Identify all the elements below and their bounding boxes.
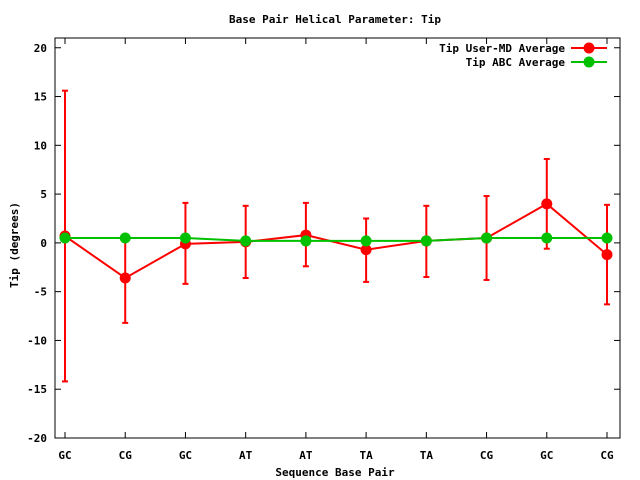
data-point-abc [119, 232, 131, 244]
legend-label: Tip ABC Average [466, 56, 566, 69]
series-layer [59, 89, 613, 383]
y-tick-label: 20 [34, 42, 47, 55]
y-tick-label: -15 [27, 383, 47, 396]
data-point-abc [541, 232, 553, 244]
y-tick-label: -20 [27, 432, 47, 445]
y-tick-label: -10 [27, 334, 47, 347]
data-point-user-md [601, 249, 613, 261]
y-tick-label: -5 [34, 286, 47, 299]
data-point-abc [240, 235, 252, 247]
x-tick-label: CG [119, 449, 133, 462]
y-tick-label: 0 [40, 237, 47, 250]
series-line-user-md [64, 202, 608, 280]
x-axis-label: Sequence Base Pair [275, 466, 395, 479]
y-axis-label: Tip (degrees) [8, 202, 21, 288]
y-axis: -20 -15 -10 -5 0 5 10 15 20 [27, 42, 620, 445]
x-tick-label: GC [179, 449, 192, 462]
data-point-abc [300, 235, 312, 247]
plot-frame [54, 37, 621, 439]
x-tick-label: AT [239, 449, 253, 462]
legend-marker [583, 42, 595, 54]
x-tick-label: GC [58, 449, 71, 462]
data-point-abc [59, 232, 71, 244]
x-tick-label: TA [359, 449, 373, 462]
data-point-abc [481, 232, 493, 244]
data-point-abc [360, 235, 372, 247]
x-axis: GC CG GC AT AT TA TA CG GC CG [58, 38, 614, 462]
y-tick-label: 5 [40, 188, 47, 201]
x-tick-label: CG [600, 449, 614, 462]
legend-label: Tip User-MD Average [439, 42, 565, 55]
y-tick-label: 15 [34, 91, 47, 104]
data-point-user-md [360, 244, 372, 256]
x-tick-label: CG [480, 449, 494, 462]
chart-title: Base Pair Helical Parameter: Tip [229, 13, 441, 26]
x-tick-label: AT [299, 449, 313, 462]
data-point-abc [420, 235, 432, 247]
x-tick-label: GC [540, 449, 553, 462]
y-tick-label: 10 [34, 139, 47, 152]
data-point-user-md [119, 272, 131, 284]
x-tick-label: TA [420, 449, 434, 462]
data-point-user-md [541, 198, 553, 210]
data-point-abc [601, 232, 613, 244]
data-point-abc [179, 232, 191, 244]
legend-marker [583, 56, 595, 68]
series-line-abc [65, 237, 607, 242]
